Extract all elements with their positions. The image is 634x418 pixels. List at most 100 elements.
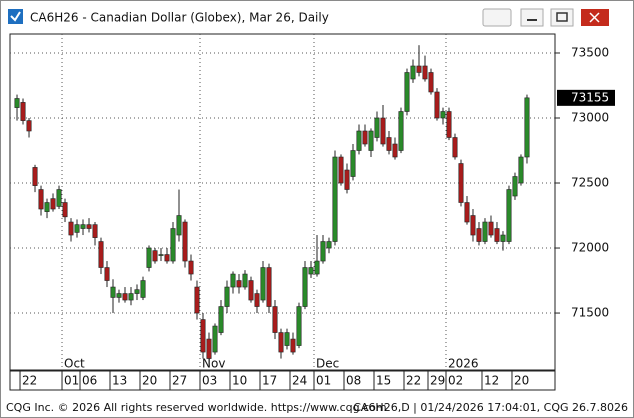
candle-body (272, 306, 278, 333)
x-tick-label: 15 (376, 374, 391, 388)
candle-body (398, 111, 404, 151)
candle-body (374, 117, 380, 138)
candle-body (434, 91, 440, 119)
candle-body (218, 306, 224, 333)
minimize-button[interactable] (520, 8, 544, 27)
candle-body (122, 293, 128, 301)
candle-body (86, 224, 92, 229)
candle-body (74, 224, 80, 233)
candle-body (140, 280, 146, 298)
candle-body (254, 293, 260, 307)
link-button[interactable] (482, 8, 512, 27)
candle-body (260, 267, 266, 301)
month-label: Dec (316, 357, 339, 371)
candle-body (440, 111, 446, 119)
candle-body (326, 241, 332, 249)
x-tick-label: 08 (346, 374, 361, 388)
candle-body (356, 130, 362, 151)
y-tick-label: 72000 (571, 241, 609, 255)
y-tick-label: 73500 (571, 45, 609, 59)
candle-body (476, 228, 482, 242)
maximize-button[interactable] (550, 8, 574, 27)
candle-body (446, 111, 452, 138)
last-price-box (557, 89, 615, 106)
x-tick-label: 29 (430, 374, 445, 388)
candle-body (344, 169, 350, 190)
maximize-icon (556, 12, 568, 22)
x-tick-label: 12 (484, 374, 499, 388)
candle-body (158, 254, 164, 256)
candle-body (296, 306, 302, 346)
x-tick-label: 13 (112, 374, 127, 388)
candle-body (176, 215, 182, 236)
candle-body (164, 254, 170, 262)
month-label: 2026 (448, 357, 479, 371)
candle-body (26, 120, 32, 132)
app-icon (8, 9, 23, 24)
y-tick-label: 71500 (571, 306, 609, 320)
x-tick-label: 06 (82, 374, 97, 388)
candle-body (104, 267, 110, 281)
candle-body (416, 65, 422, 73)
candle-body (206, 338, 212, 359)
x-tick-label: 20 (514, 374, 529, 388)
candle-body (92, 224, 98, 238)
candle-body (14, 98, 20, 108)
candle-body (266, 267, 272, 307)
candle-body (182, 221, 188, 262)
x-tick-label: 01 (64, 374, 79, 388)
x-tick-label: 27 (172, 374, 187, 388)
candle-body (236, 280, 242, 288)
app-icon-mark (10, 11, 21, 22)
candle-body (230, 273, 236, 288)
x-tick-label: 22 (22, 374, 37, 388)
candle-body (380, 117, 386, 145)
plot-area (9, 33, 556, 371)
candle-body (224, 286, 230, 307)
x-tick-label: 02 (448, 374, 463, 388)
candle-body (500, 234, 506, 242)
candle-body (68, 221, 74, 236)
candle-body (338, 156, 344, 184)
footer-left: CQG Inc. © 2026 All rights reserved worl… (6, 401, 387, 414)
candle-body (200, 319, 206, 353)
candle-body (512, 176, 518, 197)
candle-body (194, 286, 200, 314)
candle-body (116, 293, 122, 298)
candle-body (302, 267, 308, 307)
candle-body (248, 280, 254, 301)
x-tick-label: 24 (292, 374, 307, 388)
candle-body (470, 215, 476, 236)
candle-body (464, 202, 470, 223)
candle-body (386, 137, 392, 151)
y-tick-label: 73000 (571, 111, 609, 125)
candle-body (32, 167, 38, 186)
candle-body (314, 260, 320, 275)
last-price-label: 73155 (571, 90, 609, 104)
candle-body (452, 137, 458, 158)
month-label: Nov (202, 357, 225, 371)
candle-body (362, 130, 368, 145)
footer-right: CA6H26,D | 01/24/2026 17:04:01, CQG 26.7… (353, 401, 628, 414)
x-tick-label: 22 (406, 374, 421, 388)
month-label: Oct (64, 357, 85, 371)
candle-body (170, 228, 176, 262)
candle-body (212, 325, 218, 353)
x-tick-label: 03 (202, 374, 217, 388)
candle-body (428, 72, 434, 93)
candle-body (524, 97, 530, 158)
candle-body (98, 241, 104, 268)
candle-body (506, 189, 512, 242)
candle-body (50, 198, 56, 210)
candle-body (284, 332, 290, 346)
candle-body (392, 143, 398, 158)
candle-body (488, 221, 494, 236)
window-title: CA6H26 - Canadian Dollar (Globex), Mar 2… (30, 11, 329, 25)
candle-body (278, 332, 284, 353)
close-icon (589, 12, 600, 23)
candle-body (56, 189, 62, 207)
candle-body (242, 273, 248, 288)
candle-body (320, 241, 326, 262)
y-tick-label: 72500 (571, 176, 609, 190)
